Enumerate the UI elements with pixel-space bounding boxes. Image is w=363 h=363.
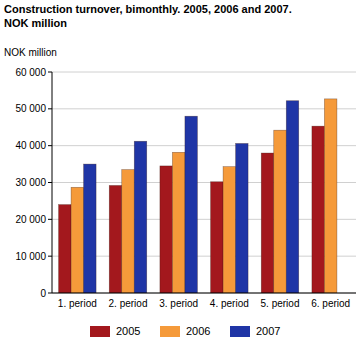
grid-line — [52, 108, 356, 109]
bar — [324, 99, 337, 293]
grid-line — [52, 219, 356, 220]
grid-line — [52, 72, 356, 73]
y-tick-label: 10 000 — [15, 251, 46, 262]
tick-mark — [48, 182, 52, 183]
bar — [185, 116, 198, 293]
bar — [236, 143, 249, 293]
tick-mark — [48, 256, 52, 257]
grid-line — [52, 182, 356, 183]
legend-label: 2005 — [116, 325, 140, 337]
bar — [59, 205, 71, 293]
legend-label: 2007 — [256, 325, 280, 337]
legend-swatch — [90, 326, 110, 337]
subtitle: NOK million — [4, 17, 67, 29]
x-tick-label: 4. period — [210, 298, 249, 309]
legend-swatch — [160, 326, 180, 337]
bar — [274, 130, 287, 293]
bars — [59, 99, 337, 293]
bar — [286, 101, 299, 293]
tick-mark — [48, 72, 52, 73]
x-tick-label: 1. period — [58, 298, 97, 309]
bar — [134, 141, 147, 293]
x-tick-label: 6. period — [311, 298, 350, 309]
y-tick-label: 20 000 — [15, 214, 46, 225]
bar — [160, 166, 173, 293]
bar — [84, 164, 97, 293]
legend-swatch — [230, 326, 250, 337]
y-tick-label: 60 000 — [15, 67, 46, 78]
y-tick-label: 30 000 — [15, 177, 46, 188]
tick-mark — [48, 293, 52, 294]
title: Construction turnover, bimonthly. 2005, … — [4, 3, 292, 15]
bar — [312, 126, 325, 293]
bar — [172, 152, 185, 293]
grid-line — [52, 256, 356, 257]
grid-line — [52, 293, 356, 294]
tick-mark — [48, 108, 52, 109]
x-tick-label: 2. period — [109, 298, 148, 309]
x-tick-label: 3. period — [159, 298, 198, 309]
tick-mark — [48, 219, 52, 220]
y-tick-label: 40 000 — [15, 140, 46, 151]
bar — [261, 153, 274, 293]
y-tick-label: 0 — [40, 288, 46, 299]
bar — [211, 182, 224, 293]
tick-mark — [48, 145, 52, 146]
x-tick-label: 5. period — [261, 298, 300, 309]
bar — [122, 170, 135, 293]
bar — [223, 167, 236, 293]
bar — [71, 187, 84, 293]
y-axis — [52, 72, 53, 293]
x-axis — [52, 293, 356, 294]
bar — [109, 185, 122, 293]
y-tick-label: 50 000 — [15, 103, 46, 114]
legend-label: 2006 — [186, 325, 210, 337]
grid-line — [52, 145, 356, 146]
y-axis-label: NOK million — [4, 47, 57, 58]
